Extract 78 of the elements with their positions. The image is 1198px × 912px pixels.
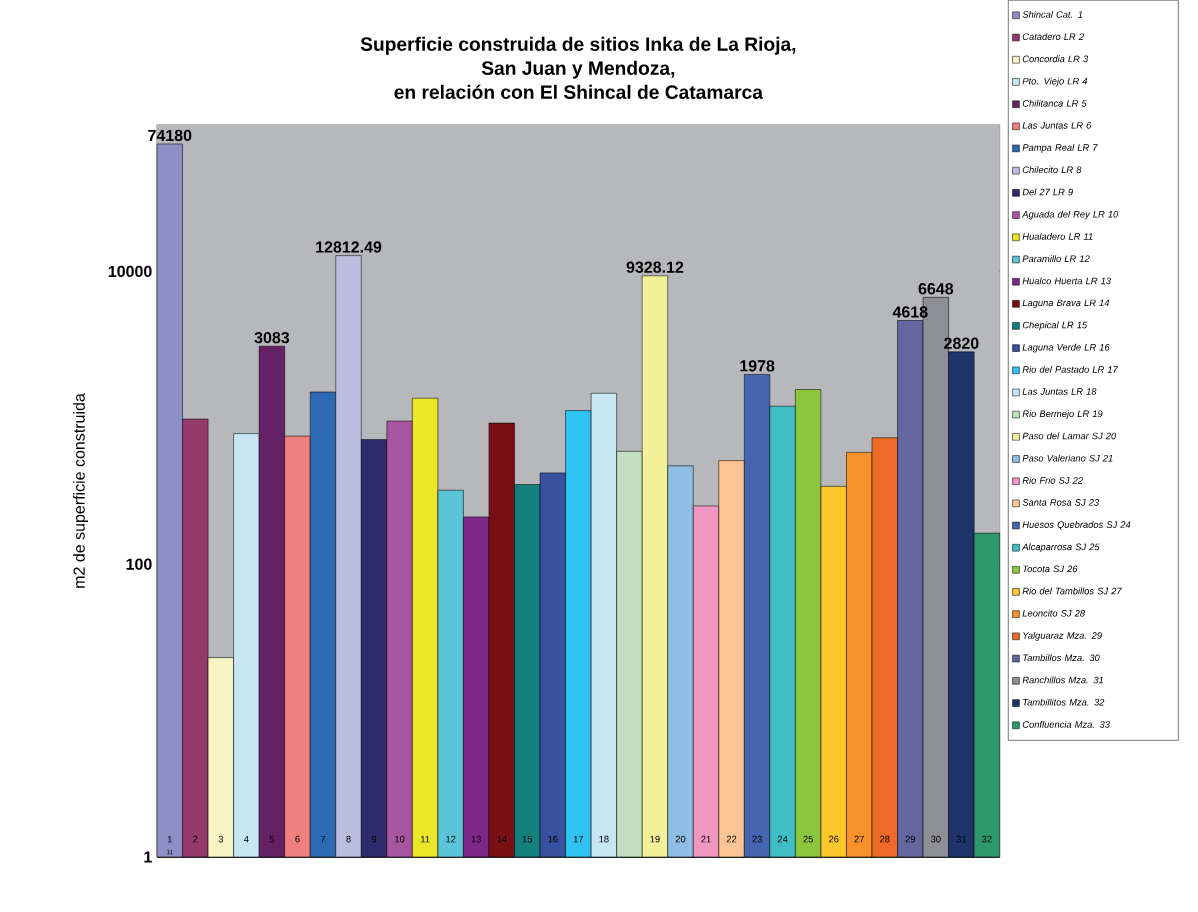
- legend-label: Huesos Quebrados SJ 24: [1022, 521, 1131, 530]
- legend-label: Rio Bermejo LR 19: [1022, 410, 1103, 419]
- x-tick-label: 20: [675, 835, 686, 843]
- x-tick-label: 25: [803, 835, 813, 843]
- x-tick-label: 30: [931, 835, 941, 843]
- text: 3083: [254, 331, 290, 344]
- legend-label: Rio del Pastado LR 17: [1022, 365, 1119, 373]
- legend-label: Paso del Lamar SJ 20: [1022, 432, 1117, 440]
- y-tick-label: 100: [126, 558, 152, 570]
- x-tick-label: 3: [218, 835, 224, 843]
- x-tick-label: 2: [193, 835, 198, 843]
- legend-label: Ranchillos Mza. 31: [1022, 676, 1103, 684]
- x-tick-label: 8: [346, 835, 351, 843]
- legend-label: Concordia LR 3: [1022, 55, 1089, 63]
- legend-label: Rio del Tambillos SJ 27: [1022, 587, 1122, 595]
- x-tick-label: 6: [295, 835, 300, 843]
- x-tick-label: 29: [905, 835, 916, 843]
- legend-label: Pto. Viejo LR 4: [1022, 77, 1088, 87]
- legend-label: Aguada del Rey LR 10: [1021, 210, 1119, 220]
- legend-label: Chepical LR 15: [1022, 321, 1088, 331]
- chart-title: Superficie construida de sitios Inka de La Rioja, San Juan y Mendoza, en relación con El Shincal de Catamarca: [360, 36, 796, 99]
- legend-label: Paso Valeriano SJ 21: [1022, 454, 1113, 462]
- x-tick-label: 12: [446, 835, 456, 843]
- legend-label: Chilecito LR 8: [1022, 166, 1082, 174]
- legend-label: Del 27 LR 9: [1022, 188, 1073, 196]
- text: 2820: [944, 337, 979, 349]
- x-tick-label: 32: [982, 835, 992, 843]
- text: 12812.49: [316, 241, 382, 253]
- x-tick-label: 18: [599, 835, 609, 843]
- legend-label: Confluencia Mza. 33: [1022, 720, 1110, 728]
- x-tick-label: 14: [497, 835, 507, 843]
- x-tick-label: 24: [777, 835, 788, 843]
- legend-label: Chilitanca LR 5: [1022, 99, 1087, 107]
- legend-label: Santa Rosa SJ 23: [1022, 499, 1099, 506]
- legend-label: Shincal Cat. 1: [1022, 10, 1083, 18]
- x-tick-label: 9: [371, 835, 377, 843]
- x-tick-label: 23: [752, 835, 762, 843]
- x-tick-label: 11: [421, 835, 430, 843]
- text: 9328.12: [626, 261, 684, 273]
- x-tick-label: 22: [726, 835, 737, 843]
- y-tick-label: 10000: [108, 265, 152, 278]
- legend-label: Rio Frio SJ 22: [1022, 476, 1083, 484]
- legend-label: Las Juntas LR 18: [1022, 388, 1097, 395]
- text: 4618: [892, 306, 928, 318]
- x-tick-label: 28: [880, 835, 890, 843]
- legend-label: Laguna Verde LR 16: [1022, 343, 1110, 353]
- legend-label: Hualadero LR 11: [1022, 232, 1093, 240]
- legend-label: Alcaparrosa SJ 25: [1021, 543, 1100, 553]
- legend-label: Tambillitos Mza. 32: [1023, 698, 1105, 706]
- legend-label: Tocota SJ 26: [1023, 565, 1078, 573]
- legend-label: Paramillo LR 12: [1022, 255, 1090, 263]
- x-tick-label: 21: [701, 835, 711, 843]
- x-tick-label: 7: [320, 835, 326, 843]
- legend-label: Laguna Brava LR 14: [1022, 299, 1110, 308]
- text: 6648: [918, 283, 954, 295]
- x-tick-label: 26: [828, 835, 839, 843]
- x-tick-label: 16: [548, 835, 558, 843]
- x-tick-label: 31: [956, 835, 967, 843]
- x-tick-label: 27: [854, 835, 864, 843]
- x-tick-label: 4: [244, 835, 249, 843]
- legend-label: Pampa Real LR 7: [1022, 144, 1098, 153]
- legend-label: Yalguaraz Mza. 29: [1023, 632, 1102, 641]
- y-axis-title: m2 de superficie construida: [73, 393, 88, 588]
- x-tick-label: 15: [522, 835, 533, 843]
- legend-label: Leoncito SJ 28: [1022, 609, 1086, 617]
- x-tick-label: 5: [269, 835, 275, 843]
- x-tick-label: 17: [573, 835, 584, 843]
- x-tick-label: 1: [167, 835, 172, 843]
- x-tick-label: 10: [395, 835, 405, 843]
- text: 74180: [148, 129, 192, 142]
- legend-label: Catadero LR 2: [1022, 33, 1084, 40]
- x-tick-label: 19: [650, 835, 660, 843]
- y-tick-label: 1: [144, 851, 152, 863]
- x-tick-label: 13: [471, 835, 481, 843]
- text: 1978: [740, 360, 775, 372]
- legend-label: Hualco Huerta LR 13: [1022, 277, 1111, 285]
- legend-label: Tambillos Mza. 30: [1023, 654, 1100, 662]
- legend-label: Las Juntas LR 6: [1022, 122, 1092, 129]
